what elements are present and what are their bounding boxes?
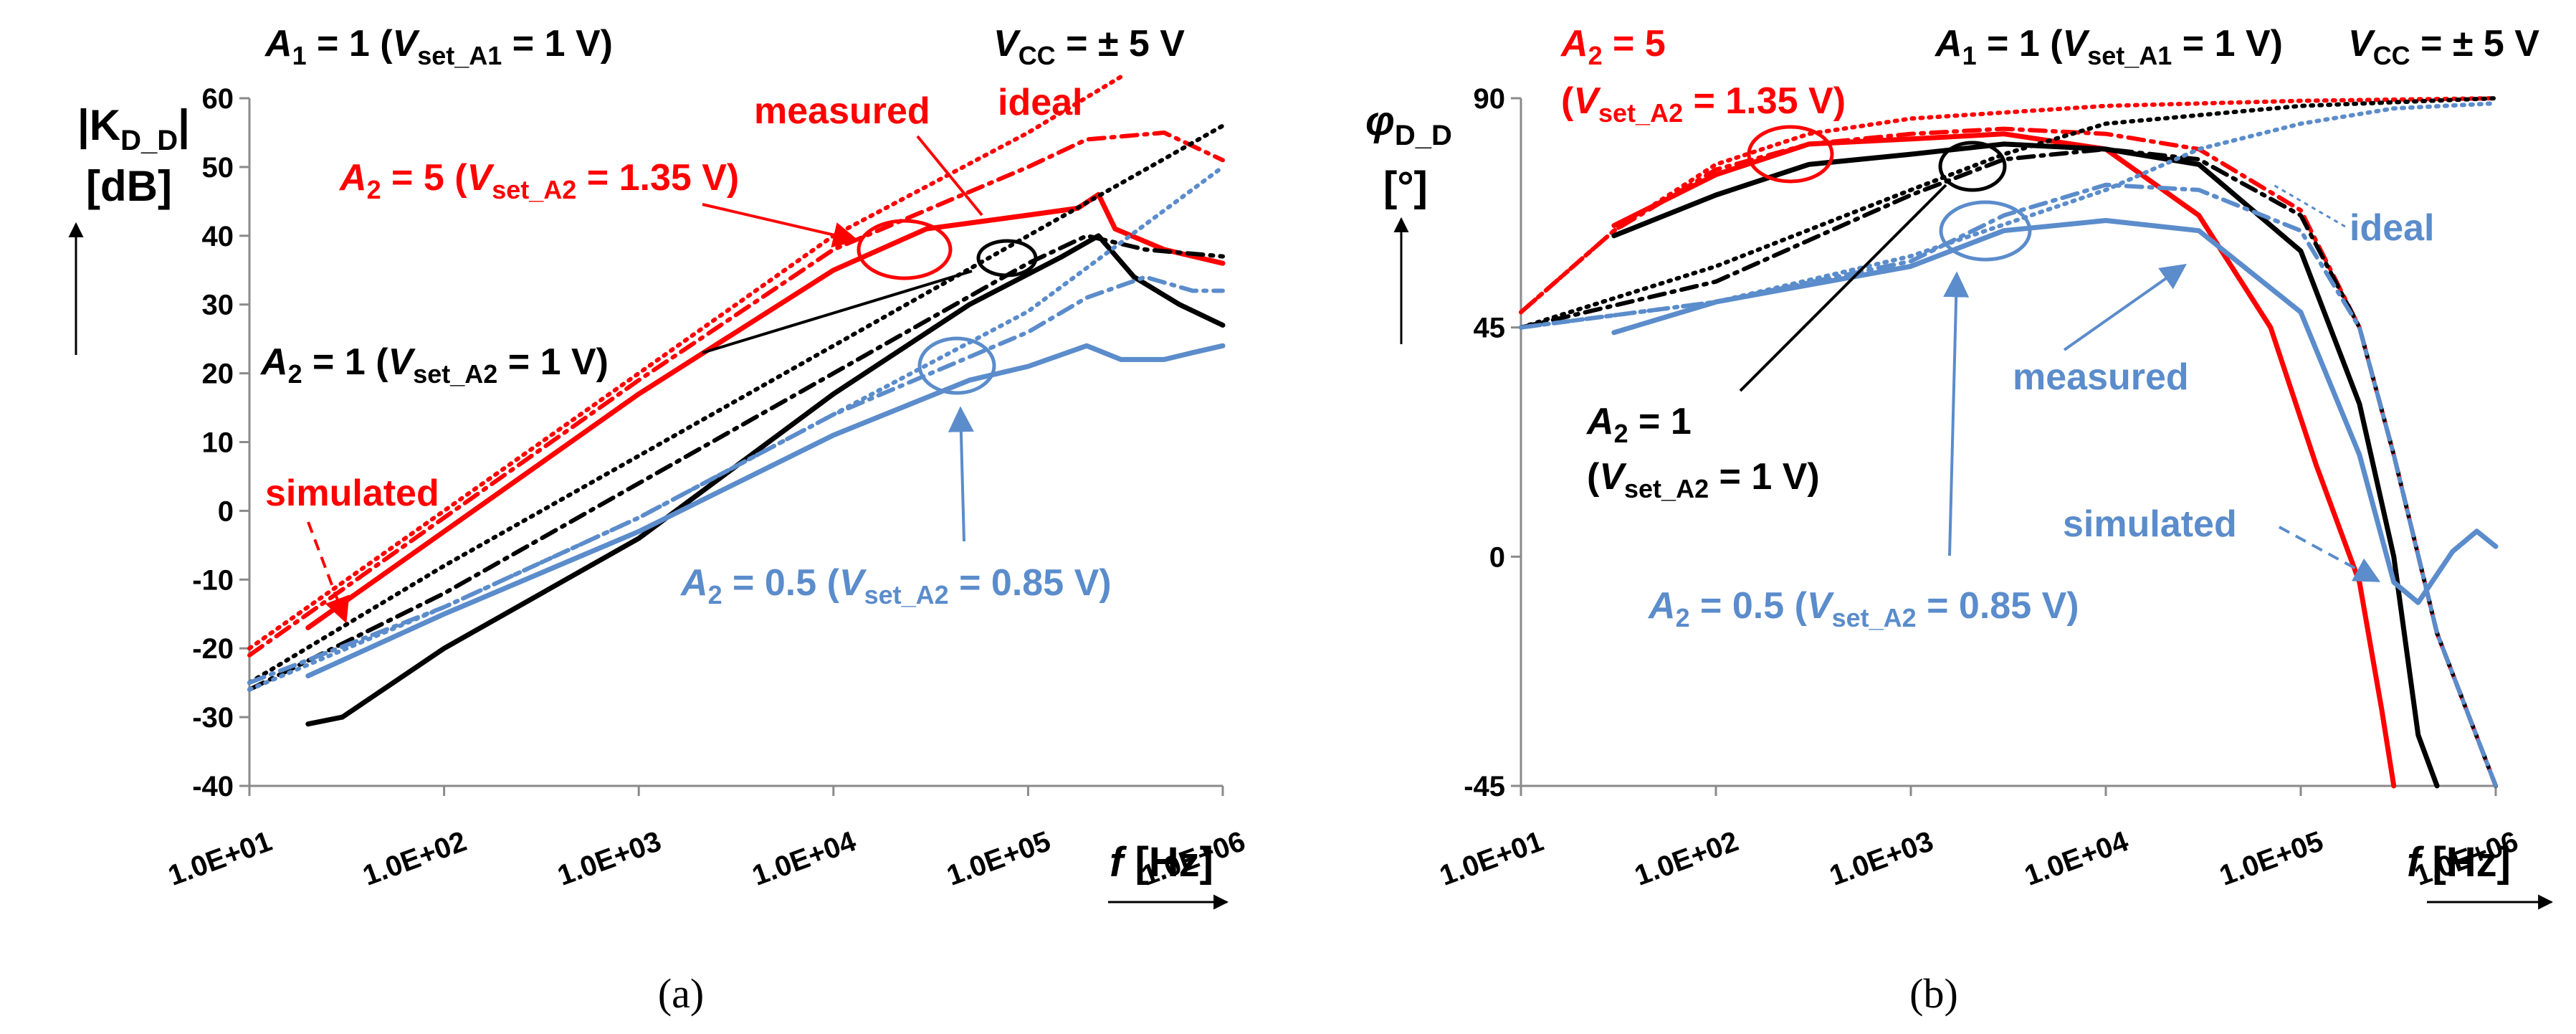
- panel-b-x-tick-label: 1.0E+05: [2215, 825, 2327, 892]
- panel-a-header-vcc: VCC = ± 5 V: [993, 23, 1185, 70]
- panel-b-y-tick-label: 90: [1474, 83, 1506, 115]
- panel-a-header-a1: A1 = 1 (Vset_A1 = 1 V): [264, 23, 613, 70]
- panel-a-a2-5-ellipse: [857, 219, 953, 280]
- panel-a-y-tick-label: -40: [192, 771, 234, 802]
- panel-a-y-tick-label: 50: [202, 152, 234, 184]
- series-line-a2-5-ideal: [1519, 96, 2498, 315]
- panel-a-measured-pointer: [916, 135, 983, 217]
- panel-a-a2-5-label: A2 = 5 (Vset_A2 = 1.35 V): [338, 157, 739, 204]
- series-line-a2-1-ideal: [1519, 96, 2498, 330]
- panel-b-y-tick-label: -45: [1464, 771, 1505, 802]
- panel-b-ylabel-sub: D_D: [1395, 120, 1452, 151]
- panel-b-x-tick-label: 1.0E+03: [1826, 825, 1937, 892]
- panel-a-y-tick-label: 30: [202, 290, 234, 321]
- panel-a-xlabel-unit: [Hz]: [1123, 839, 1213, 886]
- panel-b-a2-05-arrow: [1943, 271, 1970, 556]
- panel-a-y-tick-label: 40: [202, 221, 234, 252]
- series-line-a2-5-measured: [1611, 131, 2397, 789]
- panel-b-a2-05-ellipse: [1939, 200, 2032, 262]
- series-line-a2-5-simulated: [247, 131, 1225, 658]
- panel-b-a2-5-label: A2 = 5: [1560, 23, 1666, 70]
- series-line-a2-5-measured: [305, 191, 1226, 630]
- panel-b-y-ticks: 90 45 0 -45: [1464, 83, 1521, 802]
- panel-a-x-tick-label: 1.0E+02: [359, 825, 471, 892]
- panel-a-series: [247, 75, 1226, 727]
- panel-a-a2-1-label: A2 = 1 (Vset_A2 = 1 V): [259, 341, 609, 389]
- panel-b-a2-1-label-line2: (Vset_A2 = 1 V): [1587, 456, 1820, 503]
- panel-b-measured-arrow: [2063, 263, 2187, 351]
- panel-b-simulated-label: simulated: [2063, 503, 2237, 545]
- panel-b-ylabel-main: φD_D: [1365, 98, 1452, 151]
- panel-a-a2-05-ellipse: [917, 336, 996, 395]
- panel-b-simulated-arrow: [2279, 526, 2381, 582]
- panel-a: 60 50 40 30 20 10 0 -10 -20 -30 -40 1.0E+01 1.0E+02…: [68, 23, 1249, 1017]
- series-line-a2-0-5-simulated: [1519, 182, 2498, 788]
- panel-a-ideal-label: ideal: [998, 82, 1083, 123]
- panel-b-xlabel: f [Hz]: [2407, 839, 2511, 886]
- panel-b: 90 45 0 -45 1.0E+01 1.0E+02 1.0E+03 1.0E+04 1.0…: [1365, 23, 2554, 1017]
- panel-a-a2-05-label: A2 = 0.5 (Vset_A2 = 0.85 V): [679, 562, 1112, 610]
- panel-b-y-tick-label: 0: [1489, 541, 1505, 573]
- panel-a-y-tick-label: -20: [192, 633, 234, 665]
- panel-b-ideal-label: ideal: [2350, 207, 2435, 249]
- panel-a-caption: (a): [658, 970, 704, 1017]
- panel-a-ylabel-unit: [dB]: [86, 162, 172, 210]
- series-line-a2-0-5-measured: [1611, 218, 2499, 605]
- panel-a-a2-05-arrow: [948, 406, 974, 542]
- panel-a-x-tick-label: 1.0E+04: [748, 825, 861, 892]
- panel-a-y-tick-label: 0: [218, 495, 234, 527]
- series-line-a2-1-measured: [305, 233, 1226, 727]
- panel-a-a2-1-ellipse: [976, 239, 1038, 278]
- series-line-a2-0-5-ideal: [1519, 101, 2498, 330]
- panel-b-a2-1-ellipse: [1938, 141, 2007, 192]
- series-line-a2-0-5-measured: [305, 343, 1226, 679]
- panel-b-xlabel-unit: [Hz]: [2420, 839, 2511, 886]
- panel-a-simulated-label: simulated: [265, 473, 439, 514]
- panel-a-measured-label: measured: [754, 90, 930, 132]
- series-line-a2-1-ideal: [247, 123, 1225, 686]
- panel-b-axes: [1520, 98, 2496, 787]
- panel-b-ylabel-unit: [°]: [1383, 163, 1428, 210]
- panel-a-y-tick-label: 10: [202, 427, 234, 459]
- panel-a-a2-5-arrow: [702, 203, 859, 248]
- panel-a-xlabel: f [Hz]: [1110, 839, 1213, 886]
- panel-b-x-tick-label: 1.0E+04: [2021, 825, 2133, 892]
- panel-a-y-tick-label: 20: [202, 359, 234, 390]
- panel-a-ylabel-bar-close: |: [178, 101, 190, 150]
- panel-a-y-tick-label: 60: [202, 83, 234, 115]
- panel-a-x-tick-label: 1.0E+03: [553, 825, 665, 892]
- panel-b-x-ticks: 1.0E+01 1.0E+02 1.0E+03 1.0E+04 1.0E+05 1.0E+…: [1436, 786, 2522, 892]
- panel-b-x-tick-label: 1.0E+01: [1436, 825, 1547, 892]
- panel-a-x-tick-label: 1.0E+05: [943, 825, 1054, 892]
- panel-b-measured-label: measured: [2013, 356, 2189, 398]
- panel-b-a2-5-label-line2: (Vset_A2 = 1.35 V): [1561, 80, 1846, 128]
- panel-b-a2-1-pointer: [1739, 184, 1947, 392]
- panel-a-ylabel-sub: D_D: [120, 125, 178, 156]
- panel-a-ylabel-bar-open: |K: [77, 101, 120, 150]
- panel-b-a2-1-label: A2 = 1: [1585, 401, 1692, 448]
- panel-b-a2-5-ellipse: [1747, 125, 1834, 184]
- panel-a-y-ticks: 60 50 40 30 20 10 0 -10 -20 -30 -40: [192, 83, 249, 802]
- series-line-a2-0-5-simulated: [247, 275, 1225, 686]
- panel-b-header-vcc: VCC = ± 5 V: [2348, 23, 2539, 70]
- panel-a-y-tick-label: -30: [192, 702, 234, 734]
- panel-b-y-tick-label: 45: [1474, 313, 1506, 344]
- panel-b-a2-05-label: A2 = 0.5 (Vset_A2 = 0.85 V): [1647, 585, 2079, 632]
- panel-a-a2-1-pointer: [702, 270, 973, 354]
- panel-a-x-tick-label: 1.0E+01: [164, 825, 276, 892]
- panel-a-ylabel-main: |KD_D|: [77, 101, 190, 156]
- series-line-a2-1-simulated: [247, 233, 1225, 692]
- panel-b-caption: (b): [1909, 970, 1958, 1017]
- panel-b-ylabel-sym: φ: [1365, 98, 1395, 144]
- panel-a-x-ticks: 1.0E+01 1.0E+02 1.0E+03 1.0E+04 1.0E+05 1.0E+…: [164, 786, 1249, 892]
- panel-a-y-tick-label: -10: [192, 564, 234, 596]
- panel-b-header-a1: A1 = 1 (Vset_A1 = 1 V): [1934, 23, 2283, 70]
- panel-b-series: [1519, 96, 2499, 789]
- panel-b-x-tick-label: 1.0E+02: [1631, 825, 1742, 892]
- series-line-a2-5-ideal: [247, 75, 1123, 651]
- panel-b-ideal-pointer: [2273, 184, 2346, 228]
